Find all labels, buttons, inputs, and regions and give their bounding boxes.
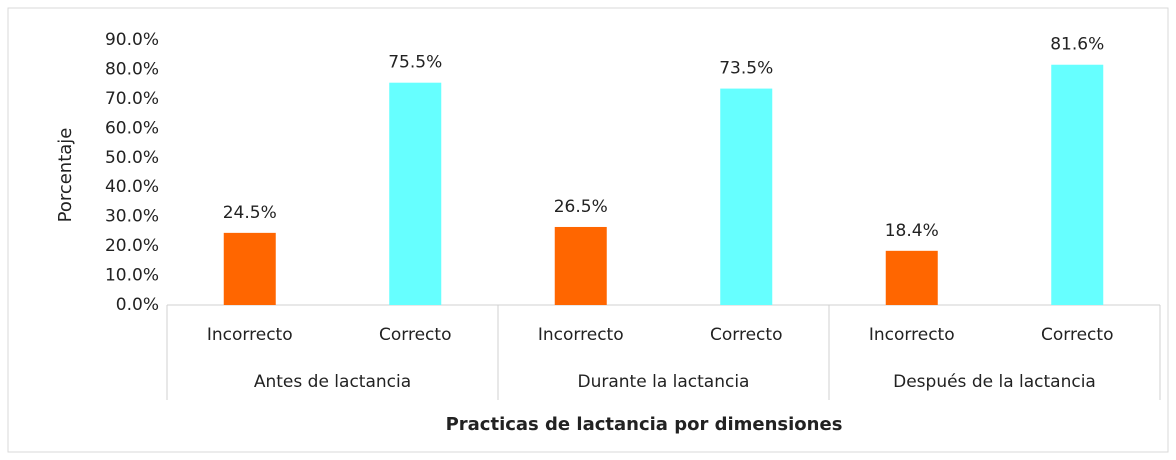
group-label: Durante la lactancia bbox=[578, 372, 750, 392]
y-tick-label: 60.0% bbox=[105, 118, 159, 138]
x-tick-label: Incorrecto bbox=[538, 325, 624, 345]
y-axis-title: Porcentaje bbox=[55, 128, 76, 223]
bar bbox=[389, 82, 442, 305]
y-tick-label: 90.0% bbox=[105, 30, 159, 50]
bar bbox=[1051, 64, 1104, 305]
x-axis-title: Practicas de lactancia por dimensiones bbox=[446, 414, 843, 435]
bar bbox=[223, 232, 276, 305]
y-tick-label: 80.0% bbox=[105, 59, 159, 79]
data-label: 24.5% bbox=[223, 203, 277, 223]
data-label: 26.5% bbox=[554, 197, 608, 217]
group-label: Antes de lactancia bbox=[254, 372, 411, 392]
x-tick-label: Incorrecto bbox=[207, 325, 293, 345]
y-tick-label: 10.0% bbox=[105, 266, 159, 286]
data-label: 81.6% bbox=[1050, 35, 1104, 55]
y-tick-label: 70.0% bbox=[105, 89, 159, 109]
y-tick-label: 0.0% bbox=[116, 295, 159, 315]
data-label: 73.5% bbox=[719, 59, 773, 79]
bar bbox=[720, 88, 773, 305]
y-tick-label: 50.0% bbox=[105, 148, 159, 168]
y-tick-label: 30.0% bbox=[105, 207, 159, 227]
x-tick-label: Correcto bbox=[379, 325, 451, 345]
x-tick-label: Correcto bbox=[1041, 325, 1113, 345]
x-tick-label: Correcto bbox=[710, 325, 782, 345]
x-tick-label: Incorrecto bbox=[869, 325, 955, 345]
group-label: Después de la lactancia bbox=[893, 372, 1096, 392]
bar bbox=[885, 250, 938, 305]
data-label: 18.4% bbox=[885, 221, 939, 241]
y-tick-label: 40.0% bbox=[105, 177, 159, 197]
bar bbox=[554, 226, 607, 305]
data-label: 75.5% bbox=[388, 53, 442, 73]
y-tick-label: 20.0% bbox=[105, 236, 159, 256]
